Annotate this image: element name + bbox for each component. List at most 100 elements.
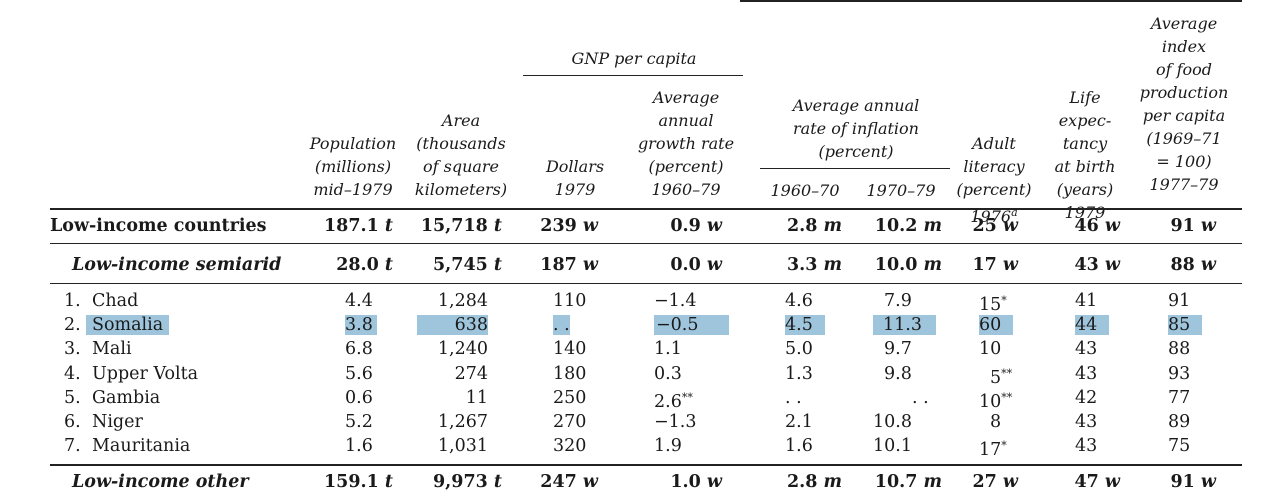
group-suffix: t: [378, 216, 393, 236]
inflation-1970-79-cell-text: 10.1: [873, 436, 912, 457]
gnp-cell: 320: [553, 434, 586, 458]
growth-cell: 1.9: [654, 434, 682, 458]
gnp-cell: 180: [553, 362, 586, 386]
literacy-cell: 10: [979, 337, 1001, 361]
group-value: 187.1: [324, 216, 379, 236]
group-label-other: Low-income other: [72, 472, 249, 492]
group-value: 46: [1074, 216, 1099, 236]
inflation-1970-79-cell: 10.1: [873, 434, 912, 458]
inflation-1960-70-cell-text: 4.5: [785, 315, 825, 336]
literacy-cell-text: 10: [979, 339, 1002, 360]
population-cell-text: 1.6: [345, 436, 373, 457]
group-value: 3.3: [786, 255, 818, 275]
group-suffix: m: [917, 472, 942, 492]
literacy-cell-text: 15: [979, 295, 1002, 315]
food-index-cell-text: 77: [1168, 387, 1191, 408]
country-number: 1.: [64, 289, 81, 313]
inflation-1970-79-cell: 9.8: [884, 362, 912, 386]
growth-cell-text: −1.3: [654, 412, 697, 432]
group-value: 239: [540, 216, 577, 236]
population-cell: 5.2: [345, 410, 373, 434]
inflation-1970-79-cell: 11.3: [873, 313, 936, 337]
area-cell-text: 1,267: [437, 412, 488, 432]
area-cell: 1,031: [438, 434, 488, 458]
header-literacy: Adult literacy (percent) 1976a: [950, 109, 1038, 228]
group-semiarid-cell: 88 w: [1170, 253, 1216, 277]
literacy-cell-text: 10: [979, 391, 1002, 412]
gnp-cell: . .: [553, 313, 570, 337]
population-cell-text: 5.2: [345, 412, 373, 432]
group-suffix: m: [817, 472, 842, 492]
group-other-cell: 247 w: [540, 470, 598, 494]
group-value: 15,718: [420, 216, 488, 236]
group-suffix: w: [576, 216, 598, 236]
group-suffix: t: [487, 216, 502, 236]
food-index-cell: 88: [1168, 337, 1190, 361]
group-suffix: w: [576, 472, 598, 492]
growth-cell: −1.4: [654, 289, 697, 313]
group-low_income-cell: 10.2 m: [875, 214, 942, 238]
area-cell: 274: [455, 362, 488, 386]
literacy-cell: 5**: [990, 362, 1012, 390]
population-cell-text: 5.6: [345, 363, 373, 384]
gnp-cell: 140: [553, 337, 586, 361]
gnp-cell: 250: [553, 386, 586, 410]
growth-cell-text: 2.6: [654, 391, 682, 412]
country-name: Gambia: [92, 386, 160, 410]
header-bottom-rule: [50, 208, 1242, 210]
group-suffix: w: [576, 255, 598, 275]
inflation-1970-79-cell: . .: [912, 386, 929, 410]
inflation-1970-79-cell: 9.7: [884, 337, 912, 361]
group-value: 0.0: [670, 255, 701, 275]
life-expectancy-cell: 43: [1075, 410, 1097, 434]
country-name: Mali: [92, 337, 132, 361]
food-index-cell: 91: [1168, 289, 1190, 313]
area-cell-text: 11: [465, 387, 488, 408]
life-expectancy-cell: 43: [1075, 434, 1097, 458]
group-rule-1: [50, 243, 1242, 244]
group-suffix: w: [1194, 472, 1216, 492]
growth-cell-text: 1.1: [654, 339, 682, 360]
gnp-cell-text: 110: [553, 291, 587, 311]
population-cell: 0.6: [345, 386, 373, 410]
population-cell-text: 4.4: [345, 291, 373, 311]
group-suffix: t: [378, 472, 393, 492]
group-value: 9,973: [433, 472, 488, 492]
group-suffix: m: [917, 255, 942, 275]
inflation-1970-79-cell-text: 7.9: [884, 291, 912, 311]
group-value: 5,745: [433, 255, 488, 275]
header-inflation-group: Average annual rate of inflation (percen…: [792, 96, 920, 161]
country-number-text: 4.: [64, 363, 81, 384]
food-index-cell-text: 93: [1168, 363, 1191, 384]
group-low_income-cell: 91 w: [1170, 214, 1216, 238]
group-semiarid-cell: 43 w: [1074, 253, 1120, 277]
country-number: 3.: [64, 337, 81, 361]
group-value: 10.2: [874, 216, 918, 236]
inflation-1970-79-cell: 7.9: [884, 289, 912, 313]
life-expectancy-cell-text: 41: [1075, 291, 1098, 311]
life-expectancy-cell-text: 43: [1075, 412, 1098, 432]
growth-cell: 1.1: [654, 337, 682, 361]
group-suffix: w: [1194, 255, 1216, 275]
food-index-cell-text: 91: [1168, 291, 1191, 311]
literacy-cell-text: 60: [979, 315, 1014, 336]
inflation-1960-70-cell-text: 5.0: [785, 339, 813, 360]
group-value: 25: [972, 216, 997, 236]
group-suffix: w: [996, 216, 1018, 236]
literacy-cell: 60: [979, 313, 1014, 337]
growth-cell: −0.5: [654, 313, 729, 337]
group-rule-2: [50, 283, 1242, 284]
population-cell: 1.6: [345, 434, 373, 458]
header-population: Population (millions) mid–1979: [309, 134, 397, 199]
inflation-1960-70-cell: 1.6: [785, 434, 813, 458]
food-index-cell: 75: [1168, 434, 1190, 458]
gnp-cell-text: 250: [553, 387, 587, 408]
population-cell-text: 6.8: [345, 339, 373, 360]
literacy-footnote-mark: a: [1011, 206, 1018, 219]
group-semiarid-cell: 10.0 m: [875, 253, 942, 277]
inflation-1970-79-cell-text: . .: [912, 387, 929, 408]
gnp-cell-text: 320: [553, 436, 587, 457]
life-expectancy-cell: 42: [1075, 386, 1097, 410]
growth-cell-text: −1.4: [654, 291, 697, 311]
